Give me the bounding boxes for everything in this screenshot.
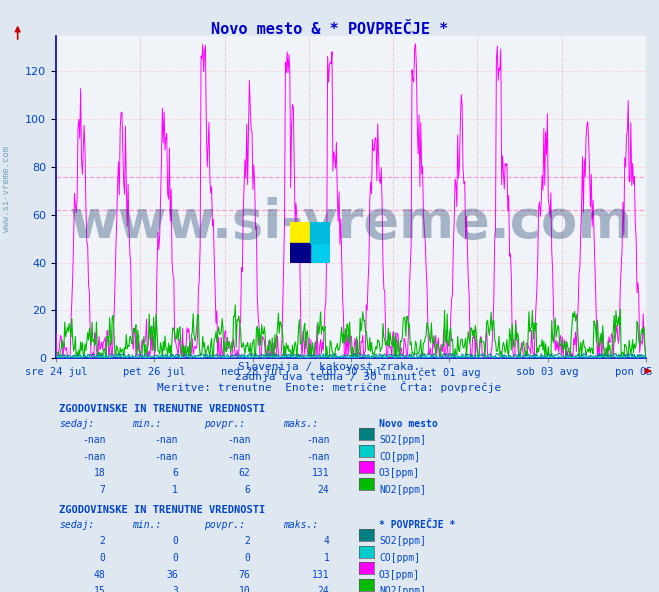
- Text: 1: 1: [324, 553, 330, 563]
- Text: -nan: -nan: [154, 452, 178, 462]
- Text: -nan: -nan: [82, 435, 105, 445]
- Text: O3[ppm]: O3[ppm]: [379, 468, 420, 478]
- Text: NO2[ppm]: NO2[ppm]: [379, 586, 426, 592]
- Text: povpr.:: povpr.:: [204, 520, 245, 530]
- Text: 24: 24: [318, 485, 330, 495]
- Text: Slovenija / kakovost zraka.: Slovenija / kakovost zraka.: [239, 362, 420, 372]
- Text: 10: 10: [239, 586, 250, 592]
- Text: -nan: -nan: [82, 452, 105, 462]
- Bar: [290, 243, 310, 263]
- Text: 131: 131: [312, 570, 330, 580]
- Text: * POVPREČJE *: * POVPREČJE *: [379, 520, 455, 530]
- Text: 76: 76: [239, 570, 250, 580]
- Text: sedaj:: sedaj:: [59, 419, 94, 429]
- Text: 3: 3: [172, 586, 178, 592]
- Text: -nan: -nan: [154, 435, 178, 445]
- Text: Meritve: trenutne  Enote: metrične  Črta: povprečje: Meritve: trenutne Enote: metrične Črta: …: [158, 381, 501, 393]
- Polygon shape: [310, 222, 330, 243]
- Text: -nan: -nan: [306, 452, 330, 462]
- Text: 1: 1: [172, 485, 178, 495]
- Text: 18: 18: [94, 468, 105, 478]
- Text: 6: 6: [172, 468, 178, 478]
- Text: SO2[ppm]: SO2[ppm]: [379, 536, 426, 546]
- Text: 4: 4: [324, 536, 330, 546]
- Text: zadnja dva tedna / 30 minut.: zadnja dva tedna / 30 minut.: [235, 372, 424, 382]
- Text: povpr.:: povpr.:: [204, 419, 245, 429]
- Text: 0: 0: [100, 553, 105, 563]
- Text: 7: 7: [100, 485, 105, 495]
- Text: 48: 48: [94, 570, 105, 580]
- Text: SO2[ppm]: SO2[ppm]: [379, 435, 426, 445]
- Text: Novo mesto & * POVPREČJE *: Novo mesto & * POVPREČJE *: [211, 22, 448, 37]
- Text: 2: 2: [100, 536, 105, 546]
- Text: -nan: -nan: [306, 435, 330, 445]
- Text: min.:: min.:: [132, 419, 161, 429]
- Text: -nan: -nan: [227, 435, 250, 445]
- Text: Novo mesto: Novo mesto: [379, 419, 438, 429]
- Text: 0: 0: [172, 536, 178, 546]
- Text: maks.:: maks.:: [283, 520, 318, 530]
- Text: CO[ppm]: CO[ppm]: [379, 553, 420, 563]
- Bar: [310, 243, 330, 263]
- Text: 36: 36: [166, 570, 178, 580]
- Text: 24: 24: [318, 586, 330, 592]
- Text: 6: 6: [244, 485, 250, 495]
- Bar: [290, 222, 310, 243]
- Text: O3[ppm]: O3[ppm]: [379, 570, 420, 580]
- Text: ZGODOVINSKE IN TRENUTNE VREDNOSTI: ZGODOVINSKE IN TRENUTNE VREDNOSTI: [59, 404, 266, 414]
- Text: 131: 131: [312, 468, 330, 478]
- Text: min.:: min.:: [132, 520, 161, 530]
- Text: ZGODOVINSKE IN TRENUTNE VREDNOSTI: ZGODOVINSKE IN TRENUTNE VREDNOSTI: [59, 505, 266, 515]
- Text: 2: 2: [244, 536, 250, 546]
- Text: www.si-vreme.com: www.si-vreme.com: [2, 146, 11, 233]
- Text: 15: 15: [94, 586, 105, 592]
- Text: -nan: -nan: [227, 452, 250, 462]
- Text: 0: 0: [244, 553, 250, 563]
- Text: CO[ppm]: CO[ppm]: [379, 452, 420, 462]
- Text: 0: 0: [172, 553, 178, 563]
- Text: NO2[ppm]: NO2[ppm]: [379, 485, 426, 495]
- Text: maks.:: maks.:: [283, 419, 318, 429]
- Text: 62: 62: [239, 468, 250, 478]
- Text: sedaj:: sedaj:: [59, 520, 94, 530]
- Text: www.si-vreme.com: www.si-vreme.com: [69, 197, 633, 249]
